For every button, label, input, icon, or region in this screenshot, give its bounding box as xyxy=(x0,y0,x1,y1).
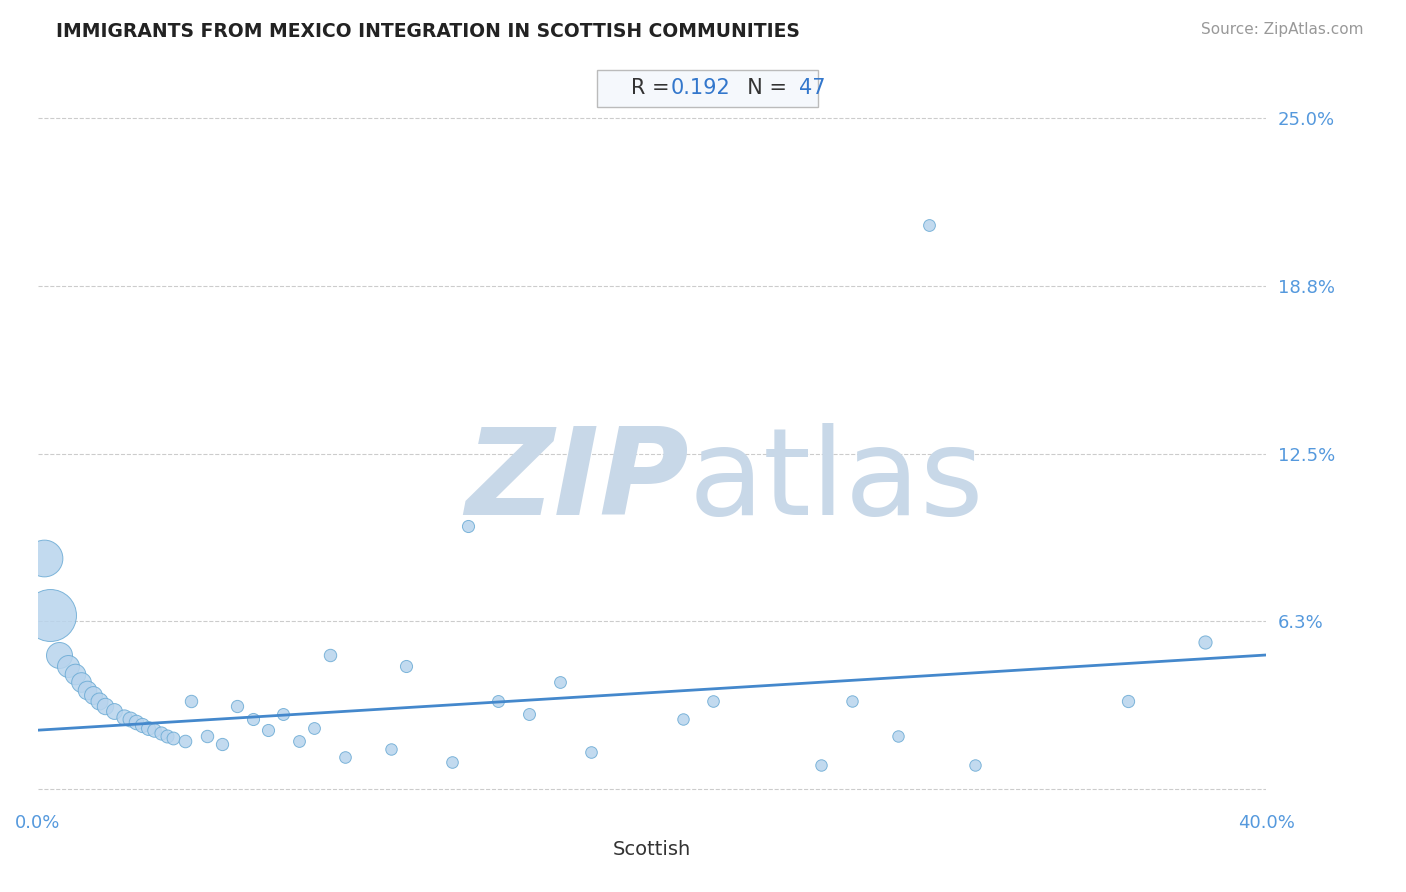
Point xyxy=(333,750,356,764)
Point xyxy=(273,707,295,722)
Point xyxy=(195,729,218,743)
Point xyxy=(318,648,340,662)
Text: 0.192: 0.192 xyxy=(671,78,730,98)
Point xyxy=(136,721,159,735)
X-axis label: Scottish: Scottish xyxy=(613,840,692,859)
Point xyxy=(48,648,70,662)
Point xyxy=(288,734,311,748)
Point xyxy=(156,729,179,743)
Point xyxy=(548,674,571,689)
Point xyxy=(131,718,153,732)
Point xyxy=(887,729,910,743)
Point xyxy=(149,726,172,740)
Point xyxy=(32,551,55,566)
Point xyxy=(302,721,325,735)
Point xyxy=(58,658,80,673)
Point xyxy=(841,693,863,707)
Point xyxy=(174,734,197,748)
Point xyxy=(94,698,117,713)
Point xyxy=(380,742,402,756)
Point xyxy=(488,693,510,707)
Point xyxy=(143,723,166,738)
Point xyxy=(702,693,724,707)
Point xyxy=(118,713,141,727)
Point xyxy=(672,713,695,727)
Point xyxy=(82,688,104,702)
Point xyxy=(457,519,479,533)
Text: 47: 47 xyxy=(800,78,825,98)
Point xyxy=(810,758,832,772)
Point xyxy=(76,682,98,697)
Text: ZIP: ZIP xyxy=(465,423,689,541)
Text: R =: R = xyxy=(631,78,676,98)
Point xyxy=(441,756,464,770)
Point xyxy=(226,698,249,713)
Point xyxy=(103,705,125,719)
Text: R = 0.192    N = 47: R = 0.192 N = 47 xyxy=(605,78,810,98)
Point xyxy=(517,707,540,722)
Point xyxy=(162,731,184,746)
Text: Source: ZipAtlas.com: Source: ZipAtlas.com xyxy=(1201,22,1364,37)
Text: IMMIGRANTS FROM MEXICO INTEGRATION IN SCOTTISH COMMUNITIES: IMMIGRANTS FROM MEXICO INTEGRATION IN SC… xyxy=(56,22,800,41)
Text: atlas: atlas xyxy=(689,423,984,541)
Point xyxy=(69,674,91,689)
Point xyxy=(180,693,202,707)
Point xyxy=(257,723,280,738)
Point xyxy=(63,666,86,681)
Point xyxy=(211,737,233,751)
Point xyxy=(963,758,986,772)
Point xyxy=(242,713,264,727)
Point xyxy=(917,218,939,232)
Point xyxy=(125,715,148,730)
Point xyxy=(1194,634,1216,648)
Point xyxy=(1116,693,1139,707)
Point xyxy=(395,658,418,673)
Point xyxy=(112,710,135,724)
Text: N =: N = xyxy=(734,78,794,98)
Point xyxy=(579,745,602,759)
Point xyxy=(89,693,111,707)
Point xyxy=(39,607,62,622)
